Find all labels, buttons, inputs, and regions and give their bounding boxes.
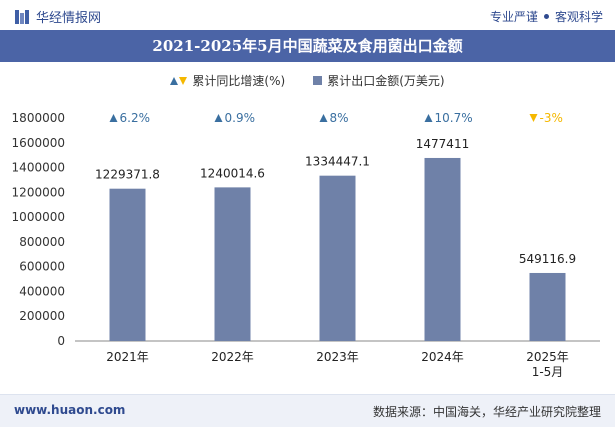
y-tick-label: 800000: [19, 235, 65, 249]
footer-site-link[interactable]: www.huaon.com: [14, 403, 126, 417]
growth-up-marker: [424, 114, 433, 122]
growth-up-marker: [319, 114, 328, 122]
footer: www.huaon.com 数据来源：中国海关，华经产业研究院整理: [0, 394, 615, 427]
y-tick-label: 1200000: [12, 185, 65, 199]
bar[interactable]: [424, 157, 461, 341]
legend-amount-label: 累计出口金额(万美元): [327, 74, 445, 88]
growth-up-marker: [214, 114, 223, 122]
tagline-right: 客观科学: [554, 10, 603, 24]
y-tick-label: 200000: [19, 309, 65, 323]
top-bar: 华经情报网 专业严谨 客观科学: [0, 0, 615, 30]
x-tick-label: 2024年: [421, 350, 464, 364]
growth-label: 8%: [330, 111, 349, 125]
growth-up-marker: [109, 114, 118, 122]
triangle-down-icon: [179, 76, 188, 85]
chart-title: 2021-2025年5月中国蔬菜及食用菌出口金额: [152, 37, 463, 55]
square-icon: [313, 76, 323, 85]
y-tick-label: 1800000: [12, 111, 65, 125]
bar[interactable]: [319, 175, 356, 341]
y-tick-label: 1600000: [12, 136, 65, 150]
growth-label: 0.9%: [225, 111, 256, 125]
bar-value-label: 1240014.6: [200, 166, 265, 180]
dot-separator-icon: [543, 14, 549, 19]
x-tick-label: 2025年: [526, 350, 569, 364]
y-tick-label: 0: [57, 334, 65, 348]
legend-growth[interactable]: 累计同比增速(%): [170, 72, 285, 89]
brand-name: 华经情报网: [36, 11, 102, 26]
legend-amount[interactable]: 累计出口金额(万美元): [313, 72, 445, 89]
growth-label: -3%: [540, 111, 563, 125]
y-tick-label: 1400000: [12, 161, 65, 175]
bar-value-label: 1334447.1: [305, 155, 370, 169]
y-tick-label: 600000: [19, 260, 65, 274]
y-tick-label: 1000000: [12, 210, 65, 224]
x-tick-label: 1-5月: [532, 365, 564, 379]
bar-value-label: 1477411: [416, 137, 469, 151]
x-tick-label: 2021年: [106, 350, 149, 364]
bar-logo-icon: [14, 9, 30, 25]
chart-legend: 累计同比增速(%) 累计出口金额(万美元): [0, 72, 615, 89]
title-bar: 2021-2025年5月中国蔬菜及食用菌出口金额: [0, 30, 615, 62]
growth-down-marker: [529, 114, 538, 122]
x-tick-label: 2023年: [316, 350, 359, 364]
tagline-left: 专业严谨: [489, 10, 538, 24]
legend-growth-label: 累计同比增速(%): [192, 74, 286, 88]
bar[interactable]: [109, 188, 146, 341]
tagline: 专业严谨 客观科学: [490, 8, 603, 25]
triangle-up-icon: [170, 76, 179, 85]
bar[interactable]: [529, 272, 566, 341]
growth-label: 10.7%: [435, 111, 473, 125]
bar-value-label: 549116.9: [519, 252, 576, 266]
bar-value-label: 1229371.8: [95, 168, 160, 182]
growth-label: 6.2%: [120, 111, 151, 125]
footer-source: 数据来源：中国海关，华经产业研究院整理: [372, 405, 601, 419]
bar-chart: 0 200000 400000 600000 800000 1000000 1200000 1…: [12, 111, 600, 379]
brand-logo[interactable]: 华经情报网: [14, 7, 101, 26]
bar[interactable]: [214, 187, 251, 341]
y-tick-label: 400000: [19, 284, 65, 298]
x-tick-label: 2022年: [211, 350, 254, 364]
